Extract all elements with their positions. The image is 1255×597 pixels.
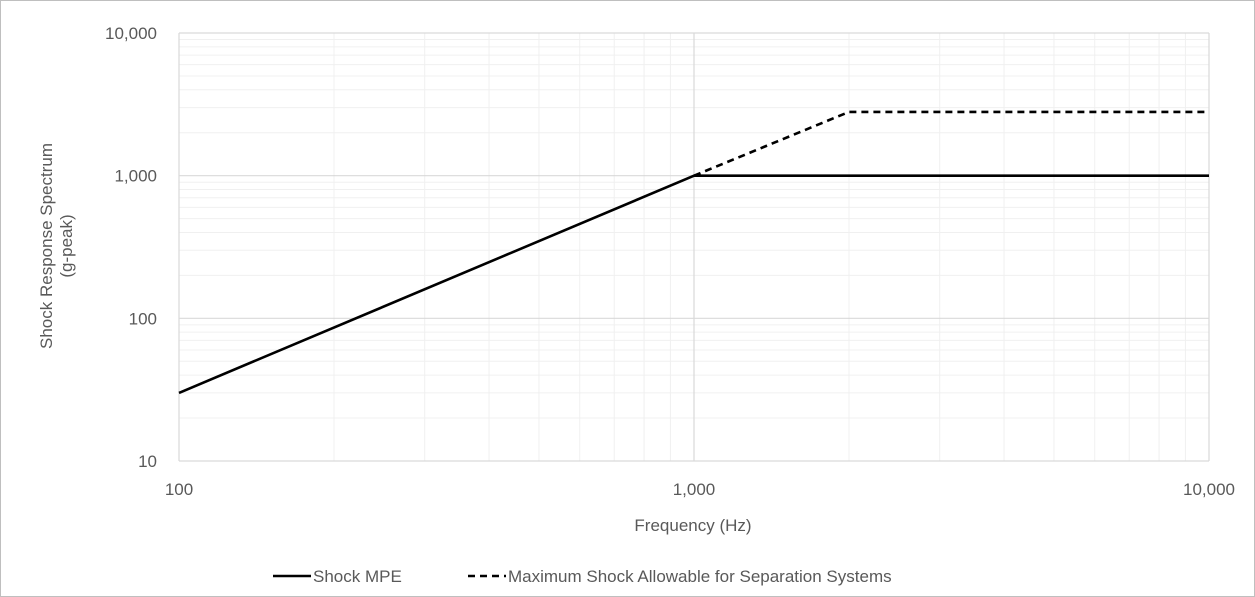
x-tick-label: 1,000 xyxy=(673,480,716,499)
legend: Shock MPE Maximum Shock Allowable for Se… xyxy=(273,567,892,586)
y-tick-label: 1,000 xyxy=(114,167,157,186)
y-axis-title-line-1: Shock Response Spectrum xyxy=(37,143,56,349)
tick-labels: 100 1,000 10,000 10 100 1,000 10,000 xyxy=(105,24,1235,499)
series-line-max-shock-allowable xyxy=(693,110,1209,177)
x-axis-title: Frequency (Hz) xyxy=(634,516,751,535)
legend-label-shock-mpe: Shock MPE xyxy=(313,567,402,586)
series-layer xyxy=(178,110,1209,395)
legend-label-max-shock-allowable: Maximum Shock Allowable for Separation S… xyxy=(508,567,892,586)
y-tick-label: 100 xyxy=(129,309,157,328)
x-tick-label: 100 xyxy=(165,480,193,499)
y-axis-title-line-2: (g-peak) xyxy=(57,214,76,277)
y-tick-label: 10,000 xyxy=(105,24,157,43)
x-tick-label: 10,000 xyxy=(1183,480,1235,499)
y-tick-label: 10 xyxy=(138,452,157,471)
major-gridlines xyxy=(178,32,1210,462)
